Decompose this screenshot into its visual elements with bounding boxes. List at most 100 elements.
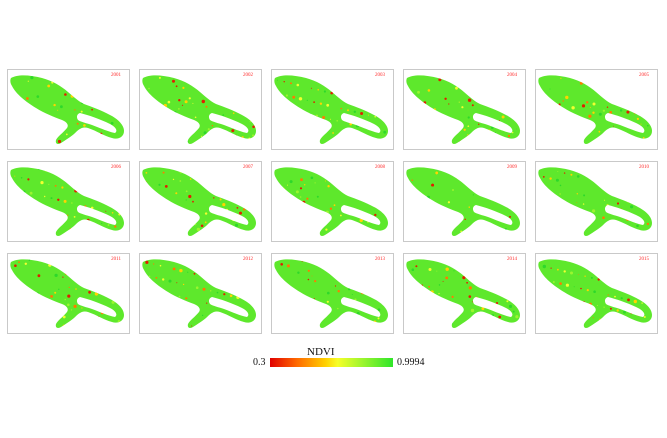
ndvi-speck xyxy=(29,298,33,302)
ndvi-speck xyxy=(61,186,64,189)
ndvi-speck xyxy=(622,271,624,273)
ndvi-speck xyxy=(153,263,155,265)
ndvi-speck xyxy=(204,230,206,232)
land-area xyxy=(142,167,256,236)
ndvi-speck xyxy=(546,279,548,281)
ndvi-speck xyxy=(164,291,168,295)
ndvi-speck xyxy=(151,289,154,292)
ndvi-speck xyxy=(173,217,177,221)
ndvi-speck xyxy=(36,122,37,124)
ndvi-speck xyxy=(565,283,569,287)
ndvi-speck xyxy=(380,233,383,235)
ndvi-speck xyxy=(196,179,199,182)
ndvi-speck xyxy=(542,264,546,269)
ndvi-speck xyxy=(459,140,462,144)
ndvi-speck xyxy=(604,84,606,86)
ndvi-speck xyxy=(480,276,482,278)
ndvi-speck xyxy=(309,310,311,312)
ndvi-speck xyxy=(308,220,311,223)
ndvi-speck xyxy=(383,261,386,264)
ndvi-speck xyxy=(430,290,434,294)
ndvi-speck xyxy=(636,167,638,170)
ndvi-speck xyxy=(180,121,183,124)
ndvi-speck xyxy=(355,85,357,87)
ndvi-map-2005 xyxy=(538,75,652,144)
ndvi-speck xyxy=(239,211,242,215)
ndvi-speck xyxy=(229,294,233,298)
ndvi-speck xyxy=(95,194,98,197)
ndvi-speck xyxy=(173,138,175,139)
ndvi-speck xyxy=(62,276,64,278)
ndvi-speck xyxy=(46,209,49,212)
ndvi-speck xyxy=(195,286,199,289)
ndvi-speck xyxy=(439,225,442,228)
ndvi-speck xyxy=(444,97,447,100)
ndvi-speck xyxy=(630,205,634,209)
ndvi-speck xyxy=(162,139,165,141)
ndvi-speck xyxy=(621,181,624,184)
ndvi-speck xyxy=(182,77,186,81)
ndvi-speck xyxy=(452,189,454,191)
ndvi-speck xyxy=(362,86,364,89)
ndvi-speck xyxy=(445,276,449,280)
ndvi-speck xyxy=(486,99,488,101)
ndvi-speck xyxy=(443,213,446,216)
ndvi-speck xyxy=(618,176,620,179)
ndvi-speck xyxy=(192,200,194,203)
ndvi-speck xyxy=(187,230,189,232)
ndvi-speck xyxy=(513,203,515,206)
ndvi-speck xyxy=(145,260,149,264)
ndvi-speck xyxy=(334,285,337,287)
ndvi-speck xyxy=(478,123,480,125)
ndvi-speck xyxy=(305,313,308,316)
ndvi-speck xyxy=(630,107,633,110)
ndvi-speck xyxy=(551,306,554,310)
ndvi-speck xyxy=(407,191,409,194)
ndvi-speck xyxy=(624,285,627,287)
ndvi-speck xyxy=(28,119,32,123)
ndvi-speck xyxy=(295,315,298,318)
ndvi-speck xyxy=(604,172,608,176)
ndvi-speck xyxy=(42,221,45,224)
ndvi-speck xyxy=(217,264,221,269)
ndvi-speck xyxy=(40,181,44,185)
ndvi-speck xyxy=(615,228,619,232)
ndvi-speck xyxy=(562,100,564,102)
ndvi-speck xyxy=(88,290,91,294)
ndvi-speck xyxy=(576,193,578,195)
ndvi-speck xyxy=(569,298,571,300)
ndvi-speck xyxy=(375,285,378,289)
ndvi-speck xyxy=(315,221,318,225)
ndvi-speck xyxy=(592,317,594,319)
ndvi-speck xyxy=(170,320,173,323)
ndvi-speck xyxy=(187,271,189,273)
ndvi-speck xyxy=(50,295,53,298)
ndvi-speck xyxy=(111,300,115,304)
ndvi-speck xyxy=(604,141,607,143)
ndvi-speck xyxy=(13,133,17,137)
ndvi-speck xyxy=(358,286,361,289)
ndvi-speck xyxy=(420,221,421,223)
ndvi-speck xyxy=(95,87,98,90)
ndvi-speck xyxy=(310,87,312,89)
ndvi-speck xyxy=(76,131,78,134)
ndvi-speck xyxy=(116,199,118,202)
ndvi-speck xyxy=(39,314,42,317)
ndvi-speck xyxy=(448,133,453,137)
ndvi-speck xyxy=(446,137,448,140)
ndvi-speck xyxy=(285,94,288,97)
ndvi-speck xyxy=(479,284,483,288)
ndvi-speck xyxy=(637,99,641,104)
ndvi-speck xyxy=(206,302,208,304)
ndvi-speck xyxy=(193,272,196,275)
ndvi-speck xyxy=(193,76,196,79)
ndvi-speck xyxy=(210,263,214,267)
ndvi-speck xyxy=(300,178,303,182)
ndvi-speck xyxy=(306,99,308,101)
ndvi-speck xyxy=(485,321,487,323)
ndvi-speck xyxy=(119,276,123,280)
ndvi-speck xyxy=(358,277,362,280)
map-panel-2009: 2009 xyxy=(403,161,526,242)
ndvi-speck xyxy=(479,168,484,172)
ndvi-speck xyxy=(179,180,182,182)
